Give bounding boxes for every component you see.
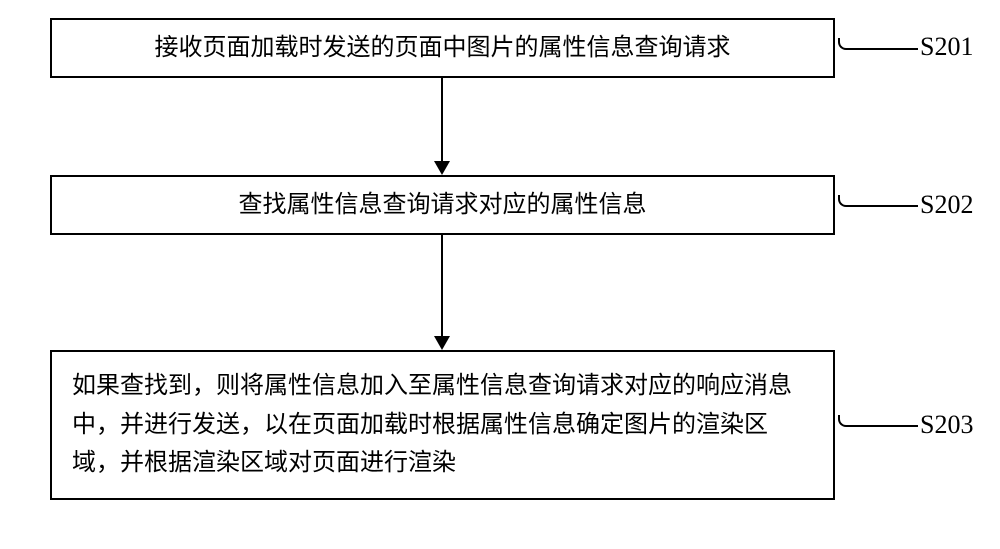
step-text-s201: 接收页面加载时发送的页面中图片的属性信息查询请求 bbox=[155, 29, 731, 67]
connector-s202 bbox=[838, 195, 918, 207]
arrow-head-1 bbox=[434, 161, 450, 175]
step-box-s203: 如果查找到，则将属性信息加入至属性信息查询请求对应的响应消息中，并进行发送，以在… bbox=[50, 350, 835, 500]
step-box-s202: 查找属性信息查询请求对应的属性信息 bbox=[50, 175, 835, 235]
step-box-s201: 接收页面加载时发送的页面中图片的属性信息查询请求 bbox=[50, 18, 835, 78]
arrow-line-1 bbox=[441, 78, 443, 163]
step-text-s202: 查找属性信息查询请求对应的属性信息 bbox=[239, 186, 647, 224]
step-label-s202: S202 bbox=[920, 190, 973, 220]
flowchart-container: 接收页面加载时发送的页面中图片的属性信息查询请求 S201 查找属性信息查询请求… bbox=[0, 0, 1000, 549]
step-label-s201: S201 bbox=[920, 32, 973, 62]
connector-s203 bbox=[838, 415, 918, 427]
step-label-s203: S203 bbox=[920, 410, 973, 440]
arrow-line-2 bbox=[441, 235, 443, 338]
connector-s201 bbox=[838, 38, 918, 50]
step-text-s203: 如果查找到，则将属性信息加入至属性信息查询请求对应的响应消息中，并进行发送，以在… bbox=[72, 367, 813, 482]
arrow-head-2 bbox=[434, 336, 450, 350]
